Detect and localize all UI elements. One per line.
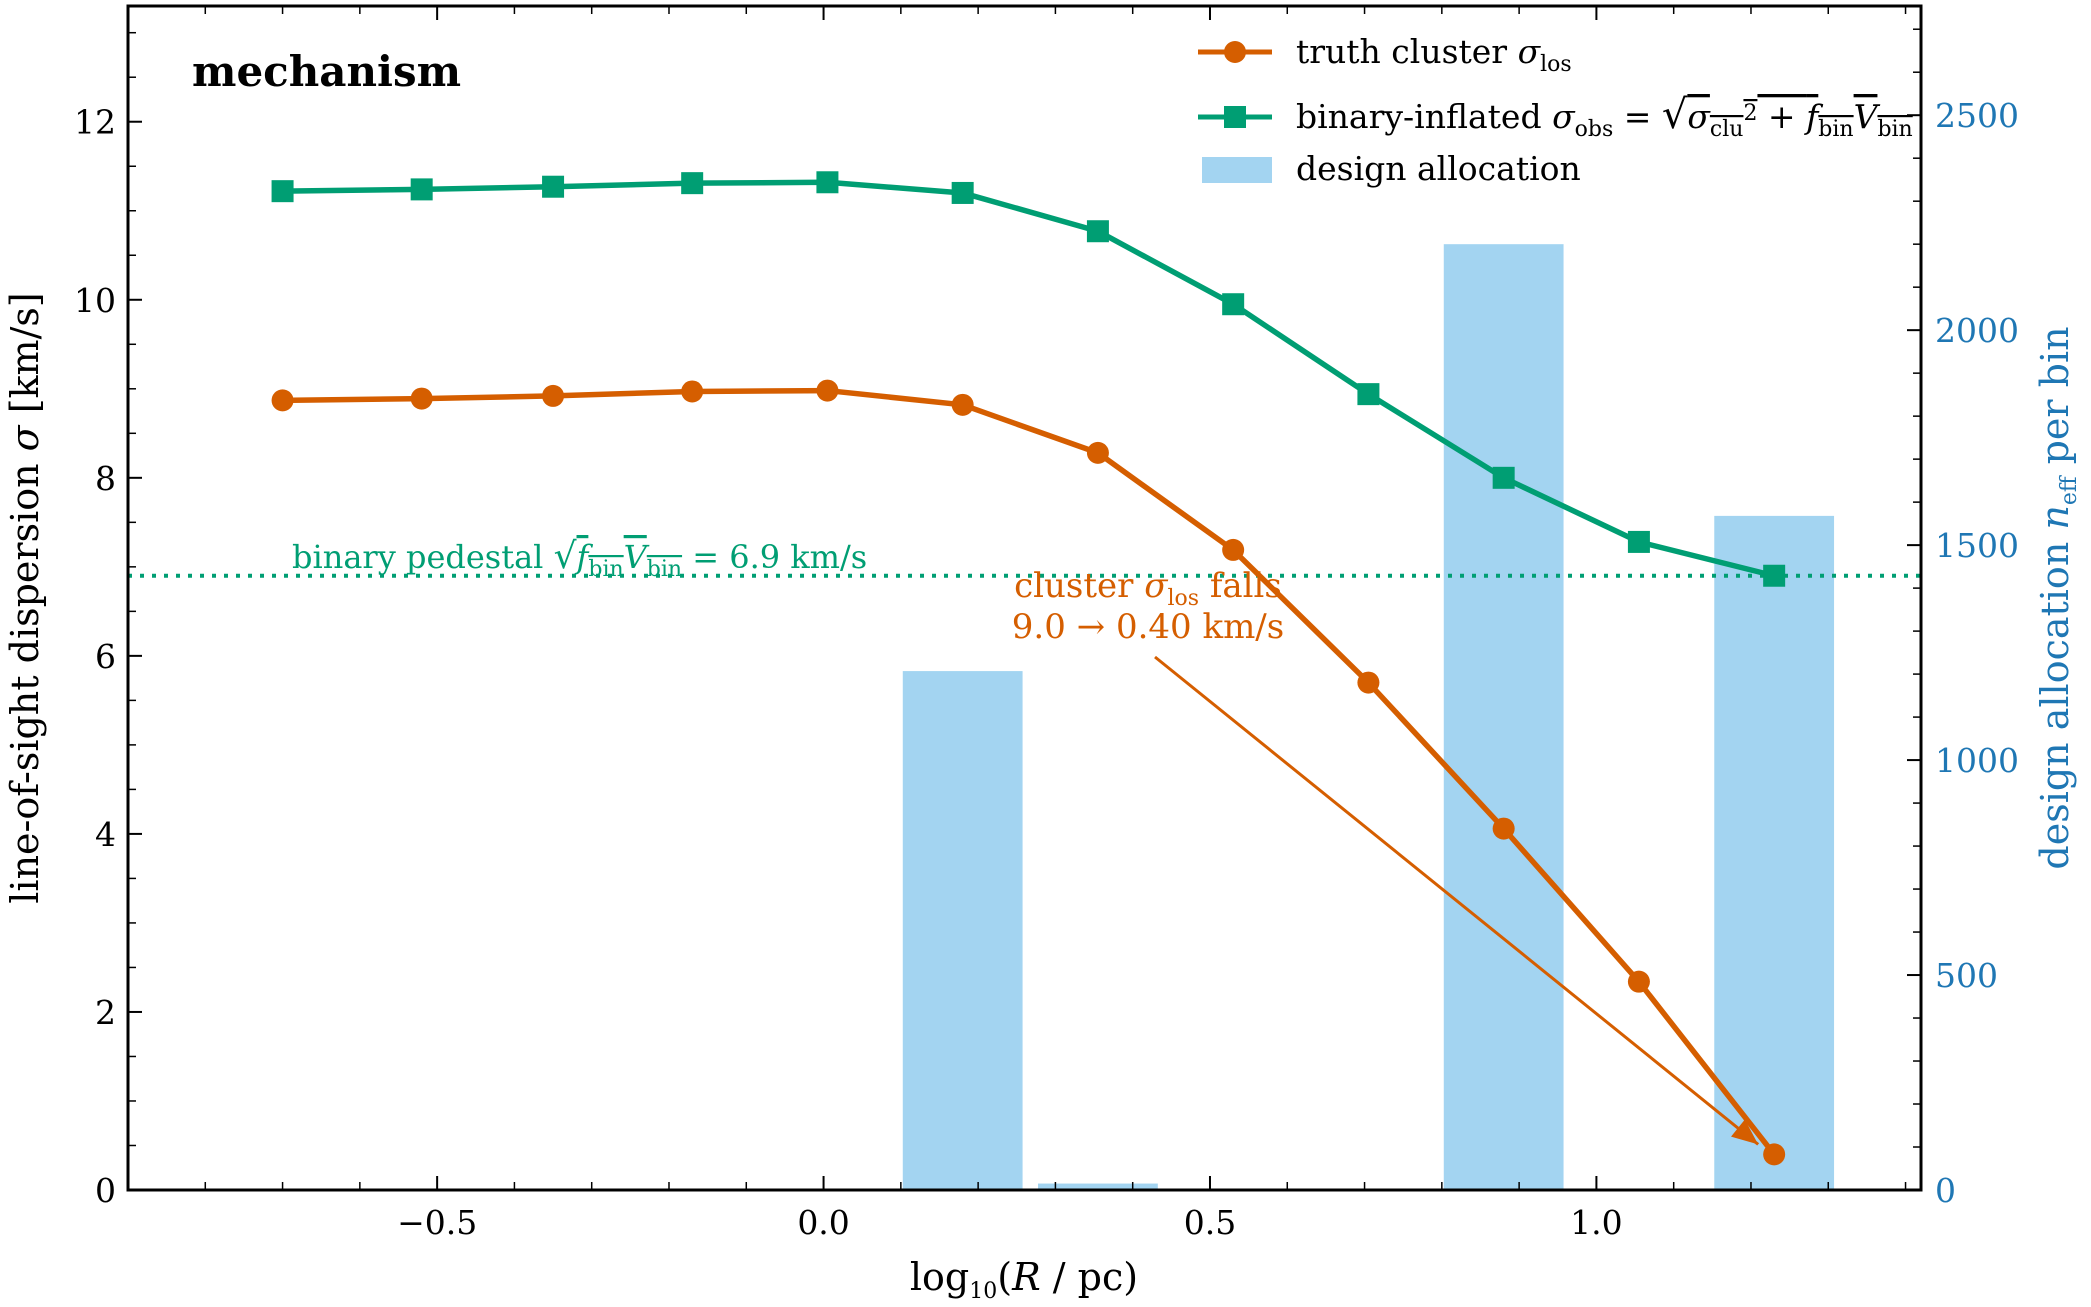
data-point bbox=[1357, 383, 1380, 406]
legend-label-truth: truth cluster σlos bbox=[1296, 32, 1572, 77]
allocation-bar bbox=[1714, 515, 1835, 1190]
allocation-bar bbox=[1038, 1183, 1158, 1190]
annotation-line2: 9.0 → 0.40 km/s bbox=[1012, 607, 1284, 647]
x-tick-label: 1.0 bbox=[1570, 1203, 1622, 1242]
data-point bbox=[1763, 1143, 1786, 1166]
allocation-bars bbox=[902, 244, 1835, 1190]
series-truth bbox=[271, 379, 1786, 1166]
pedestal-label: binary pedestal √fbinVbin = 6.9 km/s bbox=[292, 536, 867, 582]
data-point bbox=[271, 389, 294, 412]
y-tick-label: 12 bbox=[74, 103, 116, 142]
y2-axis-label: design allocation neff per bin bbox=[2033, 326, 2082, 869]
x-tick-label: −0.5 bbox=[397, 1203, 477, 1242]
y2-tick-label: 0 bbox=[1935, 1171, 1956, 1210]
data-point bbox=[681, 172, 704, 195]
y-tick-label: 8 bbox=[95, 459, 116, 498]
annotation-line1: cluster σlos falls bbox=[1014, 566, 1282, 611]
plot-frame bbox=[126, 4, 1923, 1192]
series-line bbox=[282, 387, 1777, 1157]
data-point bbox=[1492, 817, 1515, 840]
y-tick-label: 4 bbox=[95, 815, 116, 854]
y-tick-label: 0 bbox=[95, 1171, 116, 1210]
annotation-arrow bbox=[1154, 655, 1760, 1146]
legend-marker-binary bbox=[1224, 106, 1246, 128]
data-point bbox=[816, 379, 839, 402]
data-point bbox=[410, 387, 433, 410]
x-axis-label: log10(R / pc) bbox=[910, 1255, 1138, 1304]
data-point bbox=[681, 380, 704, 403]
y-tick-label: 2 bbox=[95, 993, 116, 1032]
legend-label-allocation: design allocation bbox=[1296, 149, 1581, 188]
x-tick-label: 0.5 bbox=[1184, 1203, 1236, 1242]
data-point bbox=[1627, 970, 1650, 993]
annotation-arrow-shaft bbox=[1154, 655, 1760, 1146]
legend-label-binary: binary-inflated σobs = √σclu2 + fbinVbin bbox=[1296, 92, 1913, 142]
data-point bbox=[1763, 564, 1786, 587]
allocation-bar bbox=[1443, 244, 1564, 1190]
y-tick-label: 6 bbox=[95, 637, 116, 676]
data-point bbox=[951, 393, 974, 416]
data-point bbox=[1222, 538, 1245, 561]
data-point bbox=[951, 181, 974, 204]
data-point bbox=[1627, 530, 1650, 553]
panel-label: mechanism bbox=[192, 47, 461, 96]
y-tick-label: 10 bbox=[74, 281, 116, 320]
data-point bbox=[1222, 293, 1245, 316]
data-point bbox=[1086, 220, 1109, 243]
legend-swatch-allocation bbox=[1202, 157, 1272, 183]
y-axis-label: line-of-sight dispersion σ [km/s] bbox=[3, 292, 47, 903]
y2-tick-label: 2000 bbox=[1935, 311, 2019, 350]
y2-tick-label: 2500 bbox=[1935, 96, 2019, 135]
series-line bbox=[282, 179, 1775, 579]
x-tick-label: 0.0 bbox=[797, 1203, 849, 1242]
y2-tick-label: 500 bbox=[1935, 956, 1998, 995]
legend: truth cluster σlos binary-inflated σobs … bbox=[1198, 32, 1913, 188]
data-point bbox=[1357, 671, 1380, 694]
y2-tick-label: 1500 bbox=[1935, 526, 2019, 565]
data-point bbox=[816, 171, 839, 194]
allocation-bar bbox=[902, 671, 1023, 1190]
data-point bbox=[542, 384, 565, 407]
annotation-arrow-head bbox=[1731, 1119, 1759, 1145]
series-binary bbox=[271, 171, 1786, 587]
axis-ticks: −0.5 0.0 0.5 1.0 0 2 4 6 8 10 12 0 500 1000 1500 2000 25… bbox=[74, 6, 2019, 1242]
data-point bbox=[542, 175, 565, 198]
data-point bbox=[1086, 441, 1109, 464]
data-point bbox=[410, 178, 433, 201]
data-point bbox=[271, 180, 294, 203]
y2-tick-label: 1000 bbox=[1935, 741, 2019, 780]
data-point bbox=[1492, 466, 1515, 489]
legend-marker-truth bbox=[1224, 41, 1246, 63]
series-layer bbox=[271, 171, 1786, 1166]
